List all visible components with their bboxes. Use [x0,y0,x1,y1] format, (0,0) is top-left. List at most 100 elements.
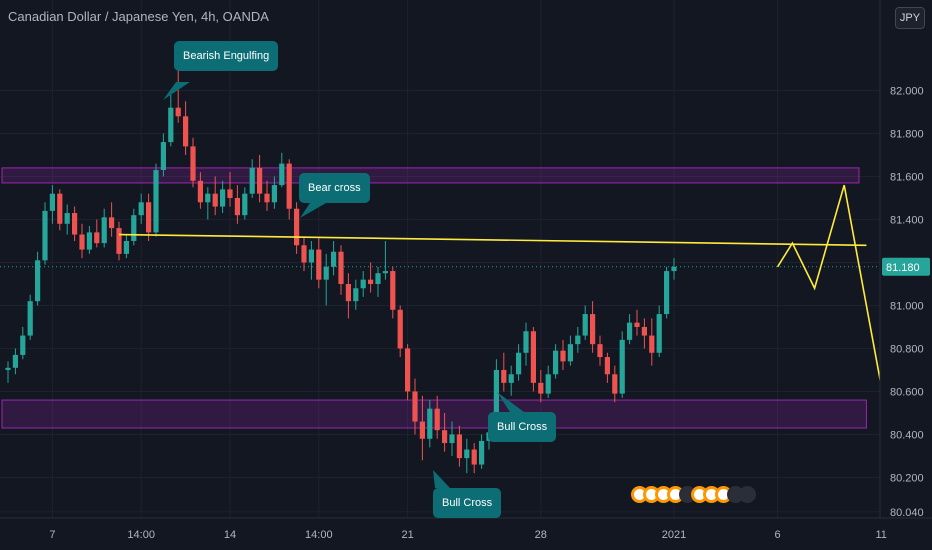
candle-body [449,434,455,444]
candle-body [138,202,144,216]
candle-body [419,421,425,439]
y-tick-label: 80.200 [890,472,924,484]
candle-body [168,107,174,143]
candle-body [35,260,41,302]
event-marker[interactable] [739,486,756,503]
callout-bearish-engulfing: Bearish Engulfing [174,41,279,71]
candle-body [42,210,48,261]
economic-events-strip[interactable] [631,486,756,514]
candle-body [109,217,115,229]
candle-body [412,391,418,422]
candle-body [153,170,159,233]
candle-body [545,374,551,394]
candle-body [20,335,26,355]
candle-body [656,314,662,353]
candle-body [538,382,544,394]
candle-body [597,344,603,358]
candle-body [375,273,381,284]
y-tick-label: 82.000 [890,85,924,97]
candle-body [501,369,507,383]
candle-body [5,367,11,370]
y-tick-label: 80.600 [890,386,924,398]
candle-body [264,193,270,203]
candle-body [560,350,566,362]
zone-rect [1,399,867,429]
candle-body [294,208,300,246]
candle-body [368,279,374,284]
currency-button[interactable]: JPY [895,7,925,29]
candle-body [582,314,588,336]
y-tick-label: 81.000 [890,300,924,312]
zone-rect [1,167,860,184]
x-tick-label: 14 [224,529,236,541]
candle-body [301,245,307,263]
candle-body [116,228,122,254]
candle-body [442,430,448,444]
candle-body [530,331,536,383]
candle-body [146,202,152,233]
candle-body [183,116,189,147]
candle-body [160,142,166,171]
callout-bull-cross-1: Bull Cross [488,412,557,442]
candle-body [434,408,440,431]
candle-body [227,189,233,198]
candle-body [553,350,559,375]
candle-body [493,369,499,433]
candle-body [523,331,529,353]
x-tick-label: 14:00 [127,529,155,541]
callout-pointer [433,470,450,488]
candle-body [234,197,240,216]
candle-body [49,193,55,211]
candle-body [671,266,677,272]
candle-body [464,449,470,459]
y-tick-label: 80.040 [890,507,924,519]
candle-body [508,374,514,383]
chart-title: Canadian Dollar / Japanese Yen, 4h, OAND… [8,9,269,24]
trendline [118,233,867,247]
x-tick-label: 6 [775,529,781,541]
candle-body [382,271,388,274]
y-tick-label: 80.400 [890,429,924,441]
candle-body [397,309,403,349]
callout-pointer [497,392,524,412]
candle-body [271,185,277,203]
candle-body [131,215,137,241]
last-price-badge [882,257,930,276]
candle-body [627,322,633,340]
candle-body [471,449,477,465]
candle-body [27,301,33,336]
candle-body [249,167,255,194]
candle-body [197,180,203,203]
candle-body [590,314,596,345]
candle-body [12,354,18,368]
callout-pointer [163,82,190,100]
candle-body [220,189,226,207]
candle-body [456,434,462,459]
candle-body [308,249,314,263]
x-tick-label: 14:00 [305,529,333,541]
candle-body [619,339,625,394]
candle-body [641,326,647,336]
candle-body [72,213,78,235]
candle-body [338,251,344,284]
candle-body [567,344,573,362]
y-tick-label: 81.800 [890,128,924,140]
candle-body [634,322,640,327]
candle-body [64,213,70,224]
candle-body [205,193,211,203]
candle-body [649,335,655,353]
candle-body [612,374,618,394]
candle-body [175,107,181,117]
x-tick-label: 2021 [662,529,686,541]
candle-body [427,408,433,439]
y-tick-label: 81.400 [890,214,924,226]
candle-body [190,146,196,181]
candle-body [604,357,610,375]
candle-body [323,266,329,280]
candle-body [101,217,107,244]
candle-body [316,249,322,280]
projection-path [776,184,890,427]
time-axis [0,518,932,550]
candle-body [516,352,522,375]
